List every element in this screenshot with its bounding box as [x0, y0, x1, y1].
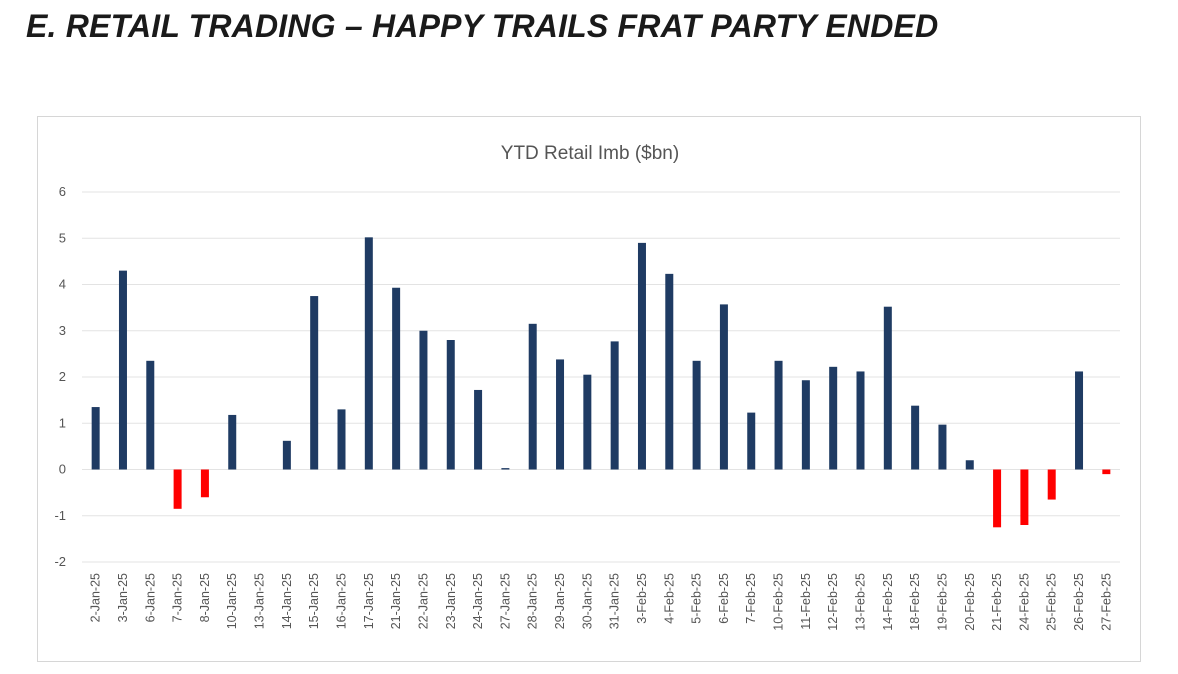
x-tick-label: 24-Jan-25	[471, 573, 485, 629]
bar-17-Jan-25	[364, 237, 373, 470]
bar-13-Feb-25	[856, 371, 865, 470]
bar-14-Jan-25	[282, 440, 291, 470]
x-tick-label: 6-Feb-25	[717, 573, 731, 624]
x-tick-label: 28-Jan-25	[526, 573, 540, 629]
x-tick-label: 21-Jan-25	[389, 573, 403, 629]
x-tick-label: 26-Feb-25	[1072, 573, 1086, 631]
bar-15-Jan-25	[310, 296, 319, 470]
x-tick-label: 25-Feb-25	[1045, 573, 1059, 631]
bar-2-Jan-25	[91, 407, 100, 470]
y-tick-label: 1	[59, 415, 66, 430]
x-tick-label: 14-Feb-25	[881, 573, 895, 631]
x-tick-label: 23-Jan-25	[444, 573, 458, 629]
bar-25-Feb-25	[1047, 469, 1056, 500]
x-tick-label: 16-Jan-25	[335, 573, 349, 629]
gridlines	[82, 191, 1120, 563]
x-tick-label: 31-Jan-25	[608, 573, 622, 629]
retail-imbalance-bar-chart: YTD Retail Imb ($bn) -2 -1 0 1 2 3 4 5 6 2-Jan-2…	[54, 143, 1120, 631]
y-tick-label: 2	[59, 369, 66, 384]
y-tick-label: 3	[59, 323, 66, 338]
x-tick-label: 2-Jan-25	[89, 573, 103, 622]
x-tick-label: 5-Feb-25	[690, 573, 704, 624]
x-tick-label: 24-Feb-25	[1017, 573, 1031, 631]
x-axis-ticks: 2-Jan-25 3-Jan-25 6-Jan-25 7-Jan-25 8-Jan-25…	[89, 573, 1114, 631]
bar-11-Feb-25	[801, 380, 810, 470]
x-tick-label: 3-Jan-25	[116, 573, 130, 622]
y-tick-label: 5	[59, 230, 66, 245]
x-tick-label: 4-Feb-25	[662, 573, 676, 624]
bar-27-Feb-25	[1102, 469, 1111, 475]
x-tick-label: 8-Jan-25	[198, 573, 212, 622]
x-tick-label: 19-Feb-25	[935, 573, 949, 631]
x-tick-label: 11-Feb-25	[799, 573, 813, 630]
chart-frame: YTD Retail Imb ($bn) -2 -1 0 1 2 3 4 5 6 2-Jan-2…	[37, 116, 1141, 662]
bar-4-Feb-25	[665, 273, 674, 470]
bar-7-Jan-25	[173, 469, 182, 509]
bar-21-Jan-25	[392, 287, 401, 470]
y-tick-label: 6	[59, 184, 66, 199]
bar-8-Jan-25	[200, 469, 209, 498]
x-tick-label: 7-Feb-25	[744, 573, 758, 624]
x-tick-label: 15-Jan-25	[307, 573, 321, 629]
x-tick-label: 27-Jan-25	[498, 573, 512, 629]
bar-26-Feb-25	[1075, 371, 1084, 470]
bar-22-Jan-25	[419, 330, 428, 470]
x-tick-label: 13-Feb-25	[854, 573, 868, 631]
bar-29-Jan-25	[556, 359, 565, 470]
x-tick-label: 27-Feb-25	[1099, 573, 1113, 631]
y-tick-label: 4	[59, 277, 66, 292]
bar-14-Feb-25	[883, 306, 892, 470]
x-tick-label: 10-Feb-25	[772, 573, 786, 631]
x-tick-label: 6-Jan-25	[143, 573, 157, 622]
bar-28-Jan-25	[528, 323, 537, 470]
x-tick-label: 12-Feb-25	[826, 573, 840, 631]
x-tick-label: 30-Jan-25	[580, 573, 594, 629]
x-tick-label: 29-Jan-25	[553, 573, 567, 629]
bar-16-Jan-25	[337, 409, 346, 470]
x-tick-label: 17-Jan-25	[362, 573, 376, 629]
bar-6-Jan-25	[146, 360, 155, 470]
y-tick-label: 0	[59, 462, 66, 477]
bar-10-Feb-25	[774, 360, 783, 470]
x-tick-label: 22-Jan-25	[416, 573, 430, 629]
bar-21-Feb-25	[993, 469, 1002, 528]
bar-12-Feb-25	[829, 366, 838, 470]
x-tick-label: 13-Jan-25	[253, 573, 267, 629]
bar-18-Feb-25	[911, 405, 920, 470]
x-tick-label: 3-Feb-25	[635, 573, 649, 624]
x-tick-label: 21-Feb-25	[990, 573, 1004, 631]
bar-23-Jan-25	[446, 340, 455, 470]
bar-19-Feb-25	[938, 424, 947, 470]
bar-7-Feb-25	[747, 412, 756, 470]
x-tick-label: 7-Jan-25	[171, 573, 185, 622]
x-tick-label: 20-Feb-25	[963, 573, 977, 631]
bar-3-Feb-25	[637, 242, 646, 470]
y-tick-label: -1	[54, 508, 66, 523]
bar-20-Feb-25	[965, 460, 974, 470]
x-tick-label: 18-Feb-25	[908, 573, 922, 631]
bar-30-Jan-25	[583, 374, 592, 470]
y-tick-label: -2	[54, 554, 66, 569]
slide-title: E. RETAIL TRADING – HAPPY TRAILS FRAT PA…	[26, 8, 939, 44]
y-axis-ticks: -2 -1 0 1 2 3 4 5 6	[54, 184, 66, 569]
x-tick-label: 10-Jan-25	[225, 573, 239, 629]
bar-31-Jan-25	[610, 341, 619, 470]
chart-title: YTD Retail Imb ($bn)	[501, 143, 679, 164]
bar-3-Jan-25	[118, 270, 127, 470]
bars	[91, 237, 1111, 528]
bar-24-Feb-25	[1020, 469, 1029, 525]
bar-24-Jan-25	[474, 389, 483, 470]
bar-5-Feb-25	[692, 360, 701, 470]
bar-10-Jan-25	[228, 414, 237, 470]
bar-27-Jan-25	[501, 468, 510, 470]
bar-6-Feb-25	[719, 304, 728, 470]
x-tick-label: 14-Jan-25	[280, 573, 294, 629]
